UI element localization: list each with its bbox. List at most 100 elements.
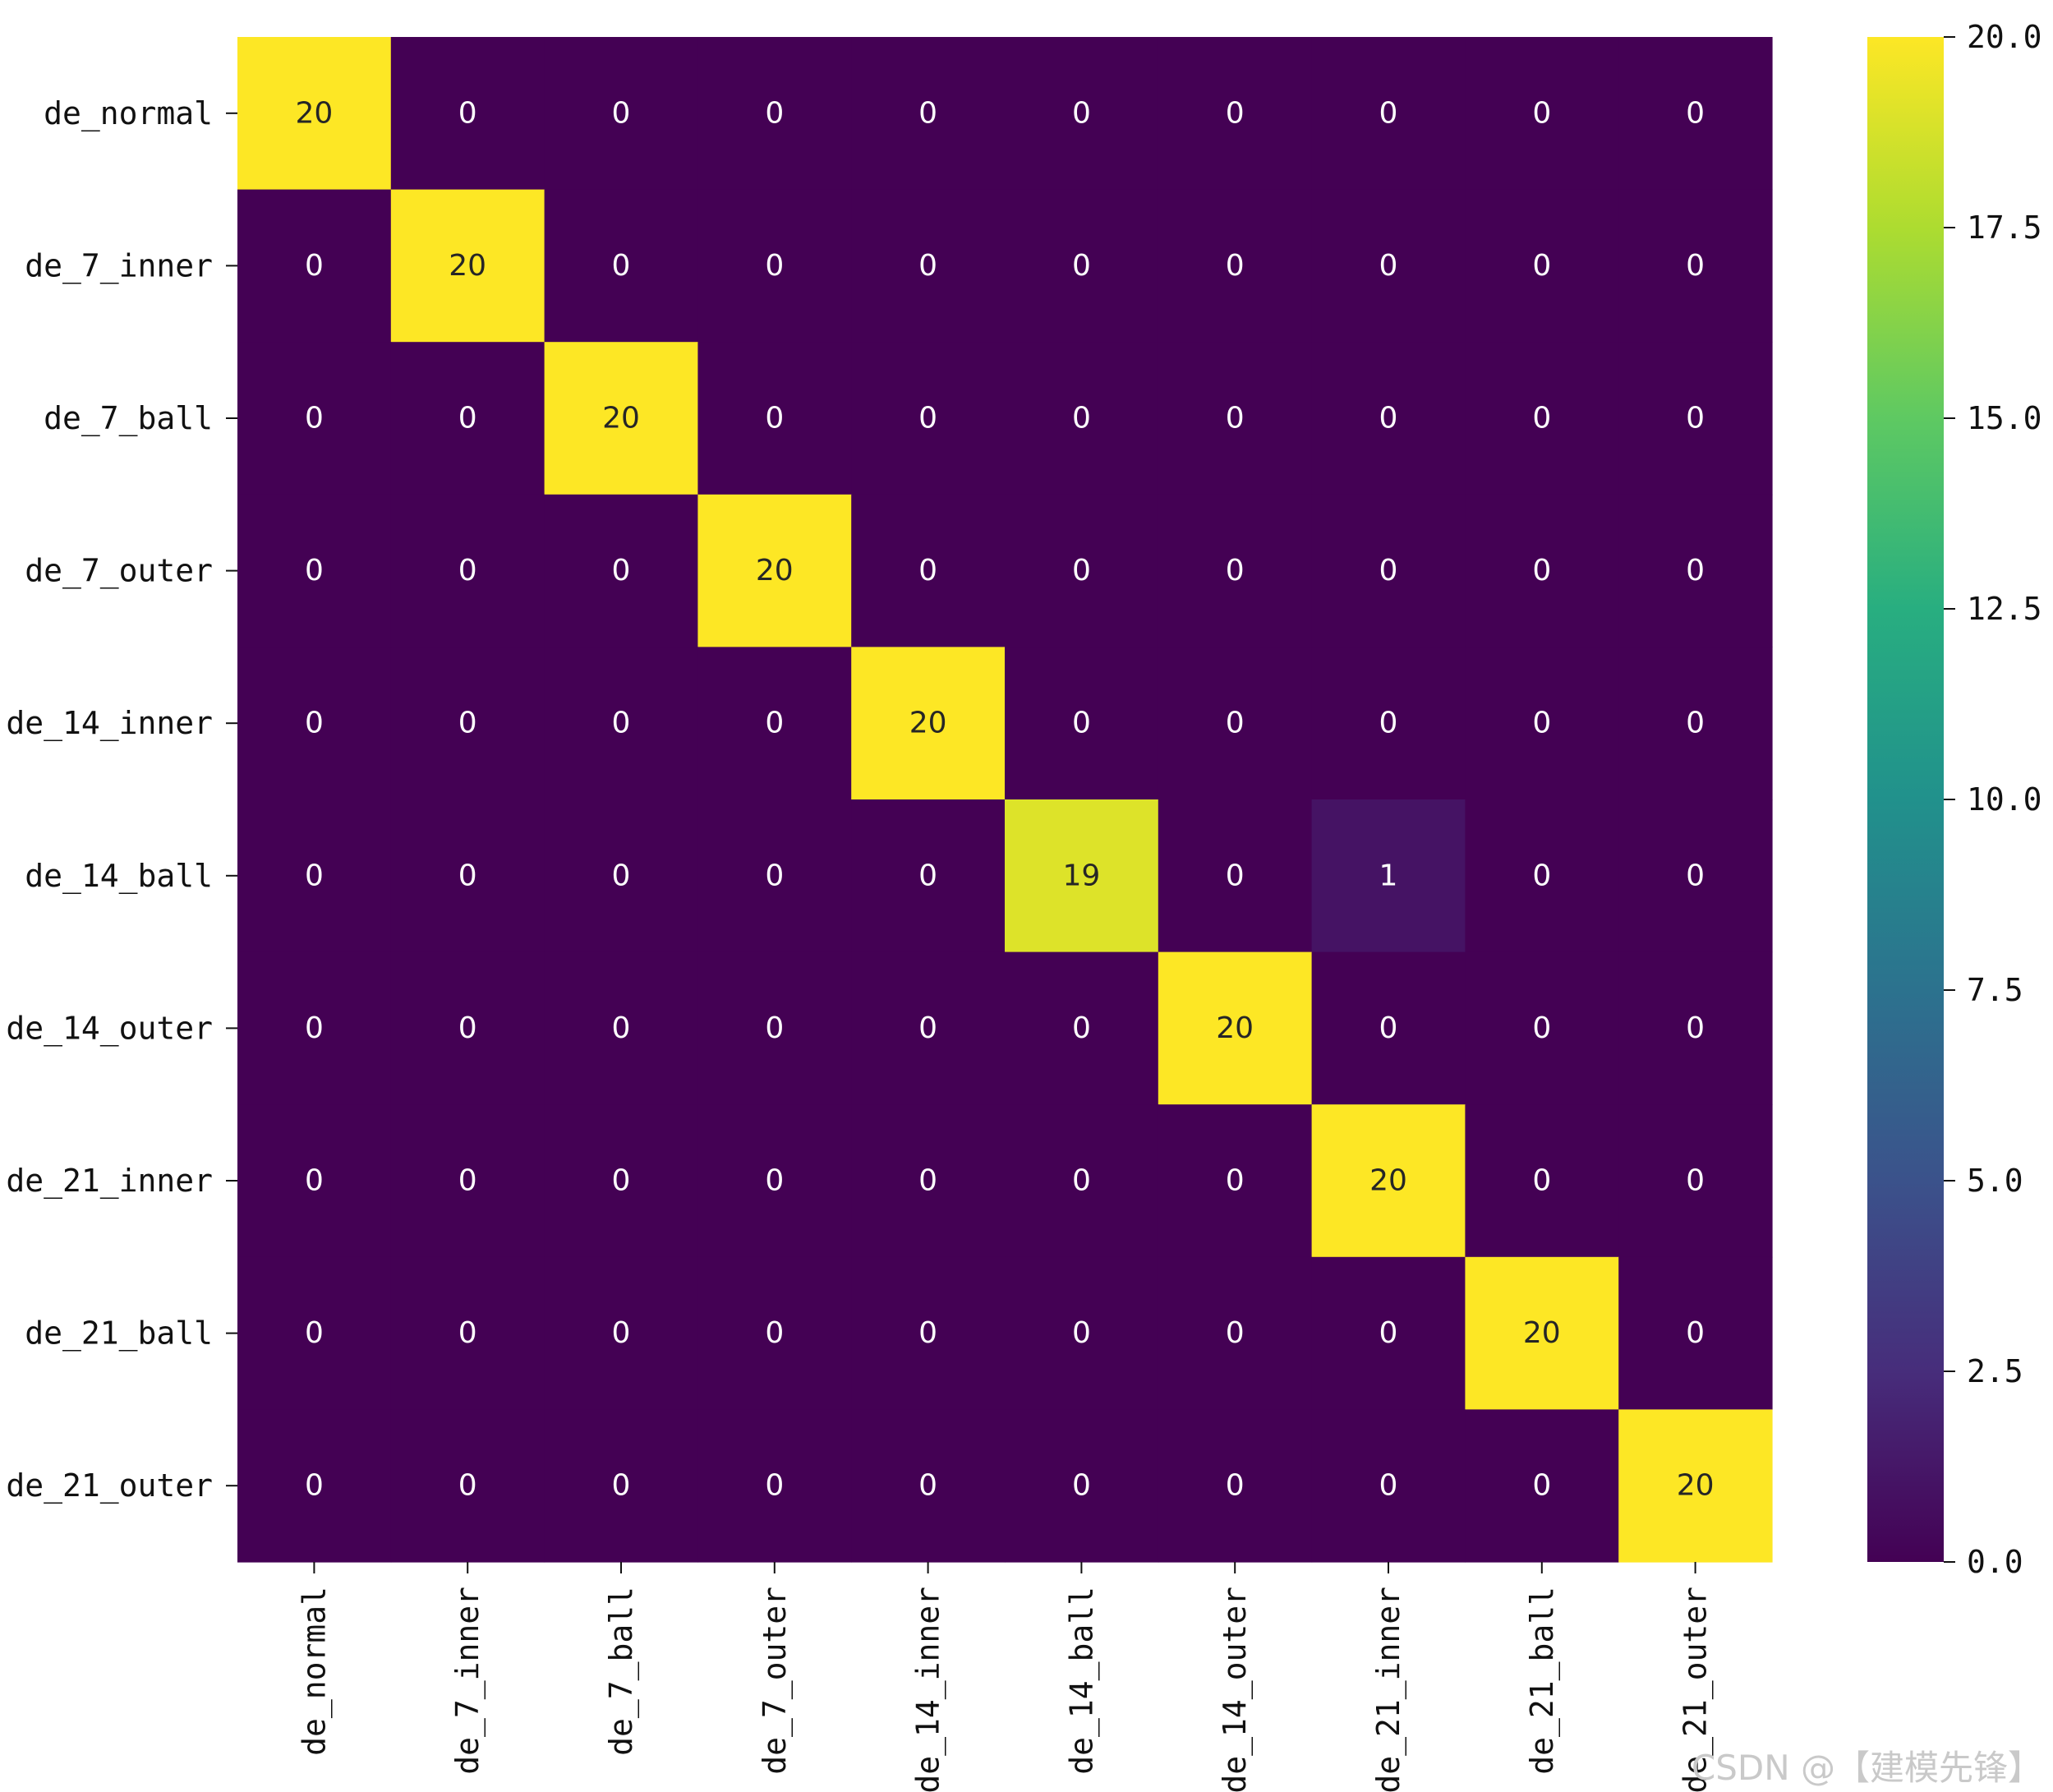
x-axis: de_normal de_7_inner de_7_ball de_7_outer de… [296, 1562, 1715, 1792]
heatmap-cell-r0-c5 [1005, 37, 1159, 191]
cell-value-r5-c6: 0 [1226, 859, 1245, 892]
cell-value-r4-c2: 0 [612, 707, 631, 740]
heatmap-cell-r4-c1 [390, 647, 545, 800]
heatmap-cell-r4-c7 [1311, 647, 1466, 800]
x-tick-label-7: de_21_inner [1370, 1587, 1407, 1792]
colorbar-tick-label-4: 10.0 [1967, 781, 2042, 818]
heatmap-cell-r2-c4 [851, 342, 1006, 495]
cell-value-r7-c1: 0 [458, 1164, 477, 1198]
heatmap-cell-r7-c4 [851, 1104, 1006, 1258]
cell-value-r8-c6: 0 [1226, 1316, 1245, 1350]
cell-value-r8-c8: 20 [1523, 1316, 1561, 1350]
cell-value-r3-c2: 0 [612, 554, 631, 587]
x-tick-label-5: de_14_ball [1063, 1587, 1100, 1775]
heatmap-cell-r2-c3 [697, 342, 852, 495]
cell-value-r6-c7: 0 [1379, 1011, 1398, 1045]
colorbar-tick-label-5: 12.5 [1967, 591, 2042, 627]
heatmap-cell-r5-c4 [851, 799, 1006, 953]
y-tick-label-7: de_21_inner [6, 1163, 213, 1200]
heatmap-cell-r5-c3 [697, 799, 852, 953]
heatmap-cell-r4-c0 [237, 647, 392, 800]
heatmap-cell-r9-c1 [390, 1409, 545, 1563]
cell-value-r5-c1: 0 [458, 859, 477, 892]
heatmap-cell-r2-c9 [1618, 342, 1773, 495]
cell-value-r6-c0: 0 [305, 1011, 324, 1045]
cell-value-r5-c4: 0 [918, 859, 937, 892]
cell-value-r4-c5: 0 [1072, 707, 1091, 740]
heatmap-cell-r1-c2 [544, 189, 698, 343]
heatmap-cell-r3-c3 [697, 494, 852, 647]
cell-value-r6-c8: 0 [1532, 1011, 1551, 1045]
x-tick-label-1: de_7_inner [449, 1587, 486, 1775]
heatmap-cell-r1-c7 [1311, 189, 1466, 343]
cell-value-r8-c4: 0 [918, 1316, 937, 1350]
colorbar-tick-label-0: 0.0 [1967, 1544, 2023, 1580]
cell-value-r2-c1: 0 [458, 402, 477, 435]
heatmap-cell-r7-c8 [1465, 1104, 1619, 1258]
heatmap-cell-r0-c0 [237, 37, 392, 191]
cell-value-r2-c6: 0 [1226, 402, 1245, 435]
cell-value-r9-c7: 0 [1379, 1469, 1398, 1503]
heatmap-cell-r0-c4 [851, 37, 1006, 191]
heatmap-cell-r9-c9 [1618, 1409, 1773, 1563]
cell-value-r4-c4: 20 [909, 707, 947, 740]
heatmap-cell-r2-c8 [1465, 342, 1619, 495]
cell-value-r0-c7: 0 [1379, 96, 1398, 130]
colorbar-tick-label-3: 7.5 [1967, 972, 2023, 1008]
heatmap-cell-r1-c8 [1465, 189, 1619, 343]
heatmap-cell-r4-c3 [697, 647, 852, 800]
heatmap-cell-r6-c8 [1465, 951, 1619, 1105]
heatmap-cell-r1-c6 [1158, 189, 1313, 343]
heatmap-cell-r4-c4 [851, 647, 1006, 800]
x-tick-label-4: de_14_inner [910, 1587, 947, 1792]
heatmap-cell-r7-c5 [1005, 1104, 1159, 1258]
heatmap-cell-r3-c0 [237, 494, 392, 647]
cell-value-r7-c9: 0 [1686, 1164, 1705, 1198]
heatmap-cell-r0-c8 [1465, 37, 1619, 191]
cell-value-r3-c8: 0 [1532, 554, 1551, 587]
cell-value-r9-c3: 0 [765, 1469, 784, 1503]
heatmap-cell-r7-c6 [1158, 1104, 1313, 1258]
cell-value-r2-c0: 0 [305, 402, 324, 435]
heatmap-cell-r5-c2 [544, 799, 698, 953]
cell-value-r3-c7: 0 [1379, 554, 1398, 587]
cell-value-r8-c9: 0 [1686, 1316, 1705, 1350]
heatmap-cell-r6-c3 [697, 951, 852, 1105]
x-tick-label-2: de_7_ball [603, 1587, 640, 1756]
cell-value-r3-c0: 0 [305, 554, 324, 587]
cell-value-r7-c2: 0 [612, 1164, 631, 1198]
heatmap-cell-r9-c3 [697, 1409, 852, 1563]
heatmap-cell-r5-c1 [390, 799, 545, 953]
cell-value-r0-c1: 0 [458, 96, 477, 130]
cell-value-r7-c3: 0 [765, 1164, 784, 1198]
heatmap-cell-r9-c4 [851, 1409, 1006, 1563]
cell-value-r7-c7: 20 [1369, 1164, 1407, 1198]
cell-value-r9-c4: 0 [918, 1469, 937, 1503]
cell-value-r5-c0: 0 [305, 859, 324, 892]
heatmap-cell-labels: 20 0 0 0 0 0 0 0 0 0 0 20 0 0 0 0 0 0 0 0 0 0 20 0 0 0 0 0 0 0 0 0 0 20 0 0… [295, 96, 1714, 1502]
heatmap-cell-r3-c5 [1005, 494, 1159, 647]
y-tick-label-5: de_14_ball [25, 858, 213, 895]
colorbar: 0.0 2.5 5.0 7.5 10.0 12.5 15.0 17.5 20.0 [1867, 19, 2042, 1580]
cell-value-r0-c6: 0 [1226, 96, 1245, 130]
y-tick-label-1: de_7_inner [25, 247, 213, 284]
y-tick-label-8: de_21_ball [25, 1315, 213, 1352]
x-tick-label-6: de_14_outer [1217, 1587, 1254, 1792]
cell-value-r3-c9: 0 [1686, 554, 1705, 587]
cell-value-r7-c6: 0 [1226, 1164, 1245, 1198]
heatmap-cell-r0-c3 [697, 37, 852, 191]
heatmap-cell-r2-c5 [1005, 342, 1159, 495]
heatmap-cell-r7-c2 [544, 1104, 698, 1258]
cell-value-r9-c1: 0 [458, 1469, 477, 1503]
cell-value-r5-c8: 0 [1532, 859, 1551, 892]
heatmap-cell-r2-c0 [237, 342, 392, 495]
cell-value-r0-c8: 0 [1532, 96, 1551, 130]
cell-value-r9-c0: 0 [305, 1469, 324, 1503]
heatmap-cell-r0-c9 [1618, 37, 1773, 191]
cell-value-r4-c1: 0 [458, 707, 477, 740]
heatmap-cell-r4-c8 [1465, 647, 1619, 800]
cell-value-r8-c7: 0 [1379, 1316, 1398, 1350]
heatmap-cell-r9-c2 [544, 1409, 698, 1563]
heatmap-cell-r3-c4 [851, 494, 1006, 647]
